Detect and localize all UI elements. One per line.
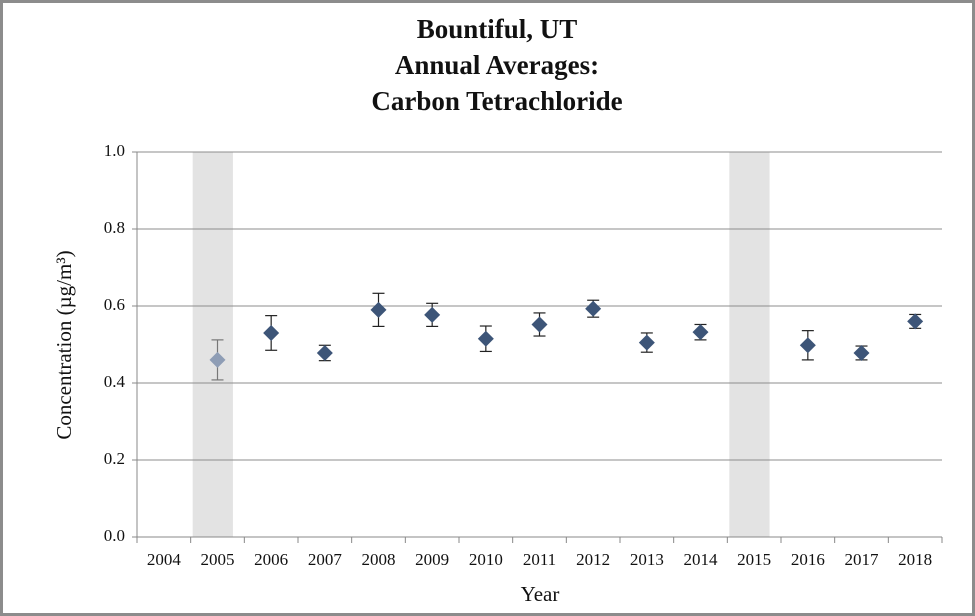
chart-title: Carbon Tetrachloride — [371, 86, 622, 116]
y-tick-label: 1.0 — [104, 141, 125, 160]
x-tick-label: 2015 — [737, 550, 771, 569]
y-tick-label: 0.4 — [104, 372, 126, 391]
point — [692, 324, 709, 341]
x-tick-label: 2010 — [469, 550, 503, 569]
point — [531, 316, 548, 333]
y-tick-label: 0.2 — [104, 449, 125, 468]
point — [316, 344, 333, 361]
shaded-band — [729, 152, 770, 537]
point — [209, 351, 226, 368]
point — [477, 330, 494, 347]
x-tick-label: 2016 — [791, 550, 825, 569]
shaded-band — [192, 152, 233, 537]
x-tick-label: 2014 — [684, 550, 719, 569]
x-tick-label: 2013 — [630, 550, 664, 569]
y-tick-label: 0.8 — [104, 218, 125, 237]
x-tick-label: 2009 — [415, 550, 449, 569]
x-axis-label: Year — [521, 582, 560, 606]
x-tick-label: 2007 — [308, 550, 343, 569]
point — [424, 306, 441, 323]
x-tick-label: 2012 — [576, 550, 610, 569]
y-tick-label: 0.6 — [104, 295, 125, 314]
x-tick-label: 2006 — [254, 550, 288, 569]
x-tick-label: 2017 — [845, 550, 880, 569]
chart-title: Annual Averages: — [395, 50, 599, 80]
point — [263, 324, 280, 341]
y-tick-label: 0.0 — [104, 526, 125, 545]
chart-title: Bountiful, UT — [417, 14, 578, 44]
x-tick-label: 2008 — [362, 550, 396, 569]
point — [638, 334, 655, 351]
y-axis-label: Concentration (µg/m³) — [52, 250, 76, 439]
x-tick-label: 2005 — [201, 550, 235, 569]
point — [853, 344, 870, 361]
x-tick-label: 2004 — [147, 550, 182, 569]
point — [907, 313, 924, 330]
x-tick-label: 2011 — [523, 550, 556, 569]
point — [585, 300, 602, 317]
point — [799, 337, 816, 354]
x-tick-label: 2018 — [898, 550, 932, 569]
point — [370, 301, 387, 318]
